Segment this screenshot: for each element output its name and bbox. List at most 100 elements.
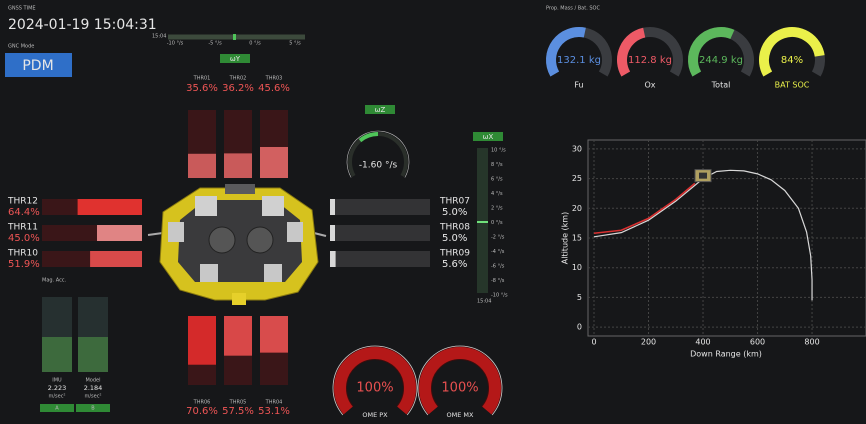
thruster-bar <box>330 225 335 241</box>
y-tick-label: 30 <box>572 144 582 153</box>
x-axis-label: Down Range (km) <box>690 350 762 359</box>
x-tick-label: 800 <box>804 338 819 347</box>
scale-tick-label: -6 °/s <box>491 264 505 270</box>
thruster-name: THR06 <box>193 400 211 406</box>
thruster-bar-bg <box>330 251 430 267</box>
y-tick-label: 15 <box>572 234 582 243</box>
thruster-value: 36.2% <box>222 83 254 94</box>
y-tick-label: 5 <box>577 293 582 302</box>
thruster-name: THR07 <box>439 197 470 207</box>
label-box <box>473 132 503 141</box>
mag-unit: m/sec² <box>49 394 66 400</box>
scale-time: 15:04 <box>477 299 491 305</box>
thruster-name: THR02 <box>229 76 247 82</box>
thruster-name: THR05 <box>229 400 247 406</box>
thruster-bar <box>260 316 288 353</box>
lander <box>147 184 327 305</box>
mag-button[interactable] <box>40 404 74 412</box>
scale-time: 15:04 <box>152 34 166 40</box>
scale-tick-label: -2 °/s <box>491 235 505 241</box>
scale-marker <box>233 34 236 40</box>
y-tick-label: 20 <box>572 204 582 213</box>
thruster-name: THR12 <box>7 197 38 207</box>
y-tick-label: 25 <box>572 174 582 183</box>
ome-value: 100% <box>356 381 393 396</box>
thruster-bar <box>330 251 336 267</box>
thruster-name: THR04 <box>265 400 283 406</box>
trajectory-line <box>593 169 813 301</box>
thruster-value: 5.0% <box>442 233 467 244</box>
thruster-bar <box>224 316 252 356</box>
mag-button-label[interactable]: A <box>55 406 59 412</box>
prop-gauge <box>688 27 735 77</box>
ome-name: OME PX <box>362 411 388 419</box>
prop-value: 84% <box>781 55 803 66</box>
time: 2024-01-19 15:04:31 <box>8 17 157 33</box>
ome-name: OME MX <box>447 411 475 419</box>
trajectory-line <box>593 182 696 235</box>
prop-value: 244.9 kg <box>699 55 743 66</box>
scale-tick-label: 6 °/s <box>491 177 503 183</box>
x-tick-label: 0 <box>591 338 596 347</box>
thruster-bar <box>224 153 252 178</box>
scale-bar <box>477 148 488 293</box>
scale-tick-label: -8 °/s <box>491 278 505 284</box>
scale-tick-label: -10 °/s <box>167 41 184 47</box>
scale-marker <box>477 221 488 223</box>
thruster-value: 5.0% <box>442 207 467 218</box>
thruster-name: THR11 <box>7 223 38 233</box>
thruster-bar <box>330 199 335 215</box>
mag-bar <box>42 337 72 372</box>
prop-gauge <box>617 27 646 77</box>
mode: PDM <box>22 58 53 74</box>
thruster-value: 51.9% <box>8 259 40 270</box>
thruster-value: 45.0% <box>8 233 40 244</box>
mode-box <box>5 53 72 77</box>
thruster-bar-bg <box>330 225 430 241</box>
mag-value: 2.223 <box>48 384 67 392</box>
scale-tick-label: -4 °/s <box>491 249 505 255</box>
gauge-value: -1.60 °/s <box>359 161 398 171</box>
prop-name: Ox <box>644 81 655 90</box>
thruster-bar <box>97 225 142 241</box>
prop-name: Fu <box>574 81 583 90</box>
x-tick-label: 400 <box>695 338 710 347</box>
scale-tick-label: -10 °/s <box>491 293 508 299</box>
ome-gauge <box>419 347 501 415</box>
gauge-fill <box>358 132 379 143</box>
thruster-bar-bg <box>330 199 430 215</box>
mag-unit: m/sec² <box>85 394 102 400</box>
thruster-name: THR10 <box>7 249 38 259</box>
thruster-value: 70.6% <box>186 406 218 417</box>
prop-gauge <box>759 27 825 77</box>
thruster-bar <box>260 146 288 178</box>
scale-tick-label: 5 °/s <box>289 41 301 47</box>
thruster-value: 64.4% <box>8 207 40 218</box>
mag-name: IMU <box>52 378 62 384</box>
thruster-bar <box>90 251 142 267</box>
mag-title: Mag. Acc. <box>42 278 67 284</box>
scale-tick-label: 2 °/s <box>491 206 503 212</box>
prop-name: Total <box>711 81 731 90</box>
label: ωZ <box>375 106 386 114</box>
mag-bar <box>78 337 108 372</box>
thruster-value: 57.5% <box>222 406 254 417</box>
thruster-value: 35.6% <box>186 83 218 94</box>
scale-tick-label: 0 °/s <box>249 41 261 47</box>
scale-tick-label: 10 °/s <box>491 148 506 154</box>
label-box <box>220 54 250 63</box>
mag-button[interactable] <box>76 404 110 412</box>
scale-tick-label: 4 °/s <box>491 191 503 197</box>
thruster-name: THR09 <box>439 249 470 259</box>
x-tick-label: 200 <box>641 338 656 347</box>
mag-name: Model <box>85 378 100 384</box>
prop-value: 112.8 kg <box>628 55 672 66</box>
ome-gauge <box>334 347 416 415</box>
mag-button-label[interactable]: B <box>91 406 95 412</box>
prop-name: BAT SOC <box>775 81 810 90</box>
y-axis-label: Altitude (km) <box>561 212 570 264</box>
time-label: GNSS TIME <box>8 6 36 12</box>
prop-title: Prop. Mass / Bat. SOC <box>546 6 600 12</box>
thruster-value: 5.6% <box>442 259 467 270</box>
